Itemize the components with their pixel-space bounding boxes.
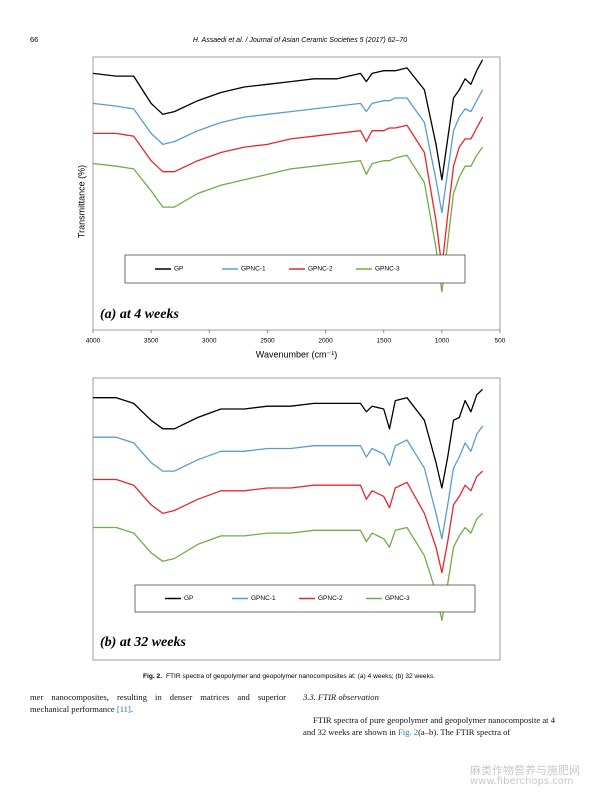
watermark-url: www.fiberchops.com xyxy=(470,776,574,787)
spectrum-line xyxy=(93,512,484,622)
legend-label: GPNC-1 xyxy=(241,266,266,273)
spectrum-line xyxy=(93,425,484,540)
text: FTIR spectra of pure geopolymer and geop… xyxy=(303,715,555,737)
x-tick-label: 1000 xyxy=(435,338,450,345)
legend-label: GPNC-2 xyxy=(318,595,343,602)
plot-frame xyxy=(92,377,501,661)
legend-label: GPNC-2 xyxy=(308,266,333,273)
legend-label: GPNC-3 xyxy=(385,595,410,602)
x-tick-label: 2500 xyxy=(260,338,275,345)
legend-label: GPNC-1 xyxy=(251,595,276,602)
spectrum-line xyxy=(93,470,484,574)
section-paragraph: FTIR spectra of pure geopolymer and geop… xyxy=(303,715,555,738)
left-paragraph: mer nanocomposites, resulting in denser … xyxy=(30,692,286,715)
annotation: (b) at 32 weeks xyxy=(100,635,186,650)
spectrum-line xyxy=(92,146,484,293)
legend-label: GPNC-3 xyxy=(375,266,400,273)
text: . xyxy=(130,703,133,714)
x-tick-label: 2000 xyxy=(318,338,333,345)
spectrum-line xyxy=(92,59,484,181)
plot-frame xyxy=(92,56,501,331)
watermark: 麻类作物营养与施肥网 xyxy=(470,764,580,777)
x-tick-label: 3500 xyxy=(144,338,159,345)
section-heading: 3.3. FTIR observation xyxy=(303,692,379,702)
reference[interactable]: [11] xyxy=(116,703,131,714)
page-number: 66 xyxy=(30,35,38,44)
x-tick-label: 4000 xyxy=(86,338,101,345)
y-axis-label: Transmittance (%) xyxy=(76,165,86,238)
legend-label: GP xyxy=(184,595,193,602)
x-tick-label: 500 xyxy=(495,338,506,345)
text: mer nanocomposites, resulting in denser … xyxy=(30,692,286,714)
caption-text: FTIR spectra of geopolymer and geopolyme… xyxy=(166,673,435,680)
caption-label: Fig. 2. xyxy=(143,673,162,680)
x-tick-label: 1500 xyxy=(376,338,391,345)
figure-reference[interactable]: Fig. 2 xyxy=(398,726,419,737)
x-tick-label: 3000 xyxy=(202,338,217,345)
running-header: H. Assaedi et al. / Journal of Asian Cer… xyxy=(193,37,407,44)
spectrum-line xyxy=(93,116,484,268)
spectrum-line xyxy=(92,89,484,214)
annotation: (a) at 4 weeks xyxy=(100,307,179,322)
spectrum-line xyxy=(93,388,484,489)
text: (a–b). The FTIR spectra of xyxy=(418,726,511,737)
legend-label: GP xyxy=(174,266,183,273)
x-axis-label: Wavenumber (cm⁻¹) xyxy=(256,349,337,359)
